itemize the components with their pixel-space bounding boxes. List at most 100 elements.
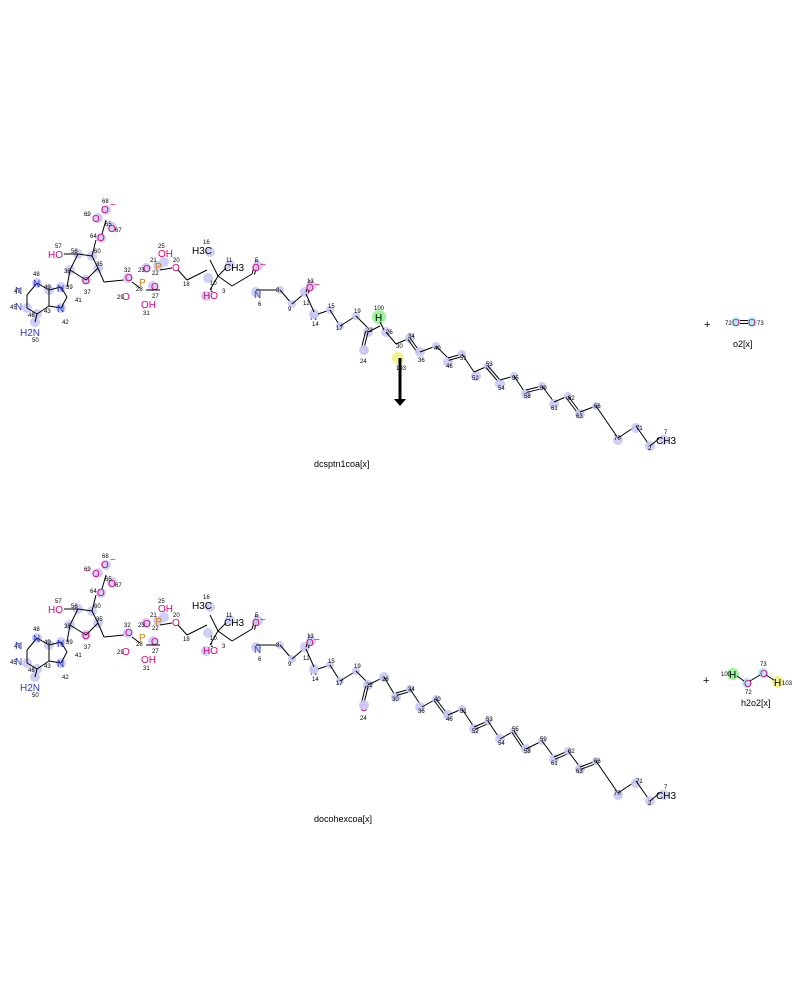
svg-text:29: 29 bbox=[117, 650, 124, 656]
svg-text:20: 20 bbox=[173, 258, 180, 264]
svg-text:70: 70 bbox=[614, 791, 621, 797]
svg-text:41: 41 bbox=[75, 298, 82, 304]
plus-sign-bottom: + bbox=[703, 675, 709, 687]
svg-text:1: 1 bbox=[210, 288, 214, 294]
svg-text:O: O bbox=[143, 264, 151, 275]
svg-text:H2N: H2N bbox=[20, 328, 40, 339]
svg-text:61: 61 bbox=[551, 761, 558, 767]
svg-text:3: 3 bbox=[222, 289, 226, 295]
svg-text:70: 70 bbox=[614, 436, 621, 442]
svg-text:32: 32 bbox=[124, 268, 131, 274]
svg-text:40: 40 bbox=[434, 346, 441, 352]
svg-text:69: 69 bbox=[84, 212, 91, 218]
svg-text:9: 9 bbox=[288, 307, 292, 313]
svg-text:31: 31 bbox=[143, 311, 150, 317]
svg-text:O: O bbox=[97, 233, 105, 244]
svg-text:27: 27 bbox=[152, 294, 159, 300]
svg-text:CH3: CH3 bbox=[656, 791, 676, 802]
svg-text:16: 16 bbox=[203, 240, 210, 246]
svg-text:O: O bbox=[143, 619, 151, 630]
svg-text:32: 32 bbox=[124, 623, 131, 629]
svg-text:54: 54 bbox=[498, 386, 505, 392]
svg-text:47: 47 bbox=[14, 644, 21, 650]
svg-text:O: O bbox=[732, 318, 740, 329]
svg-text:29: 29 bbox=[117, 295, 124, 301]
svg-text:68: 68 bbox=[102, 199, 109, 205]
svg-text:47: 47 bbox=[14, 289, 21, 295]
svg-text:64: 64 bbox=[90, 589, 97, 595]
svg-text:21: 21 bbox=[150, 258, 157, 264]
svg-text:O: O bbox=[151, 282, 159, 293]
svg-text:O: O bbox=[306, 283, 314, 294]
svg-text:31: 31 bbox=[143, 666, 150, 672]
svg-text:O: O bbox=[122, 647, 130, 658]
svg-text:65: 65 bbox=[105, 222, 112, 228]
svg-text:H3C: H3C bbox=[192, 601, 212, 612]
svg-text:7: 7 bbox=[664, 785, 668, 791]
svg-text:−: − bbox=[84, 566, 90, 577]
svg-text:27: 27 bbox=[152, 649, 159, 655]
svg-text:50: 50 bbox=[32, 338, 39, 344]
svg-text:43: 43 bbox=[44, 664, 51, 670]
svg-text:39: 39 bbox=[66, 640, 73, 646]
svg-text:O: O bbox=[252, 263, 260, 274]
svg-text:OH: OH bbox=[158, 249, 173, 260]
svg-text:56: 56 bbox=[71, 249, 78, 255]
svg-text:57: 57 bbox=[55, 244, 62, 250]
svg-text:24: 24 bbox=[360, 716, 367, 722]
svg-text:N: N bbox=[15, 641, 22, 652]
svg-text:2: 2 bbox=[648, 801, 652, 807]
svg-text:55: 55 bbox=[512, 727, 519, 733]
svg-text:45: 45 bbox=[10, 660, 17, 666]
svg-text:−: − bbox=[110, 555, 116, 566]
svg-text:49: 49 bbox=[44, 640, 51, 646]
svg-text:O: O bbox=[748, 318, 756, 329]
svg-text:11: 11 bbox=[226, 258, 233, 264]
svg-text:O: O bbox=[125, 628, 133, 639]
svg-text:24: 24 bbox=[360, 359, 367, 365]
svg-text:48: 48 bbox=[33, 272, 40, 278]
svg-text:19: 19 bbox=[354, 309, 361, 315]
svg-text:45: 45 bbox=[10, 305, 17, 311]
svg-text:−: − bbox=[110, 200, 116, 211]
svg-text:O: O bbox=[252, 618, 260, 629]
svg-text:P: P bbox=[139, 633, 146, 644]
svg-text:67: 67 bbox=[115, 583, 122, 589]
o2-label: o2[x] bbox=[733, 339, 753, 349]
svg-text:O: O bbox=[760, 669, 768, 680]
h2o2-label: h2o2[x] bbox=[741, 698, 771, 708]
oxygen-molecule: + 72 O O 73 o2[x] bbox=[704, 317, 764, 349]
svg-text:CH3: CH3 bbox=[224, 618, 244, 629]
svg-text:100: 100 bbox=[374, 306, 385, 312]
product-name-label: docohexcoa[x] bbox=[314, 814, 372, 824]
svg-text:26: 26 bbox=[386, 330, 393, 336]
svg-text:39: 39 bbox=[66, 285, 73, 291]
svg-text:53: 53 bbox=[486, 717, 493, 723]
svg-text:OH: OH bbox=[141, 300, 156, 311]
svg-text:17: 17 bbox=[336, 326, 343, 332]
svg-text:−: − bbox=[314, 280, 320, 291]
svg-text:46: 46 bbox=[28, 313, 35, 319]
svg-text:65: 65 bbox=[105, 577, 112, 583]
svg-text:H2N: H2N bbox=[20, 683, 40, 694]
svg-text:19: 19 bbox=[354, 664, 361, 670]
svg-text:48: 48 bbox=[33, 627, 40, 633]
svg-text:N: N bbox=[57, 284, 64, 295]
svg-text:O: O bbox=[151, 637, 159, 648]
svg-text:N: N bbox=[33, 279, 40, 290]
svg-text:H: H bbox=[774, 678, 781, 689]
svg-text:CH3: CH3 bbox=[656, 436, 676, 447]
svg-text:52: 52 bbox=[472, 376, 479, 382]
svg-text:61: 61 bbox=[551, 406, 558, 412]
svg-text:5: 5 bbox=[255, 258, 259, 264]
svg-text:O: O bbox=[172, 263, 180, 274]
svg-text:38: 38 bbox=[64, 624, 71, 630]
svg-text:30: 30 bbox=[392, 697, 399, 703]
svg-text:12: 12 bbox=[303, 301, 310, 307]
svg-text:23: 23 bbox=[138, 623, 145, 629]
svg-text:H: H bbox=[729, 670, 736, 681]
svg-text:30: 30 bbox=[396, 344, 403, 350]
svg-text:O: O bbox=[92, 569, 100, 580]
svg-text:P: P bbox=[155, 262, 162, 273]
